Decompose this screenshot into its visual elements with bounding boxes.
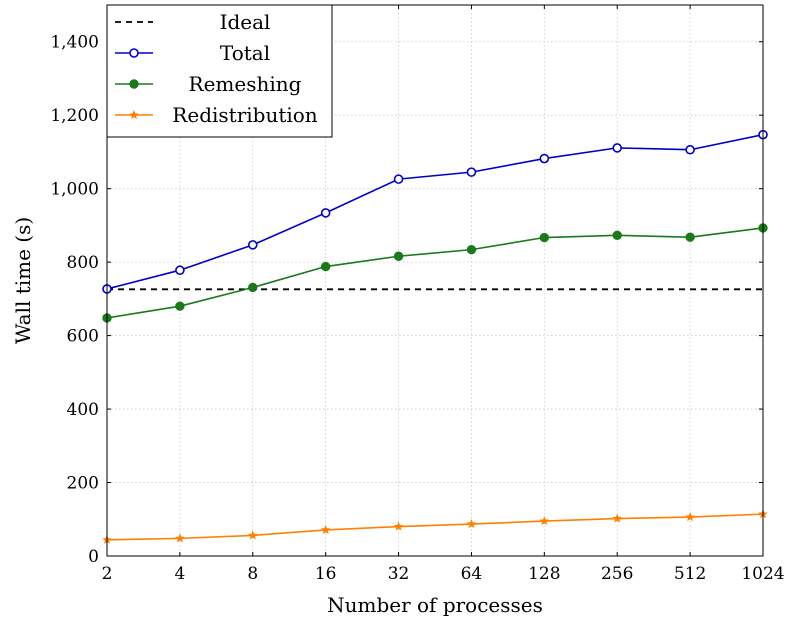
data-point	[612, 230, 622, 241]
legend-label: Total	[220, 41, 270, 65]
data-point	[612, 513, 623, 523]
y-tick-label: 200	[67, 474, 99, 494]
x-tick-label: 8	[247, 564, 258, 584]
x-tick-label: 1024	[741, 564, 784, 584]
data-point	[685, 144, 695, 155]
data-point	[129, 48, 139, 58]
x-tick-label: 64	[461, 564, 483, 584]
series-remeshing	[102, 223, 768, 323]
y-tick-label: 0	[88, 547, 99, 567]
legend-entry-remeshing: Remeshing	[115, 72, 302, 96]
data-point	[393, 174, 404, 184]
legend-label: Ideal	[220, 10, 271, 34]
data-point	[175, 533, 185, 543]
y-axis-label: Wall time (s)	[11, 217, 35, 344]
data-point	[685, 232, 695, 242]
x-tick-label: 256	[601, 564, 633, 584]
plot-frame	[106, 4, 764, 557]
series-line	[106, 227, 764, 319]
data-point	[466, 167, 477, 177]
y-tick-label: 1,200	[50, 106, 99, 126]
data-point	[129, 109, 139, 120]
x-axis-label: Number of processes	[327, 593, 543, 617]
data-point	[539, 516, 550, 526]
y-tick-label: 1,400	[50, 33, 99, 53]
x-tick-label: 512	[674, 564, 706, 584]
data-point	[248, 282, 258, 293]
x-tick-label: 32	[388, 564, 410, 584]
y-tick-label: 400	[67, 400, 99, 420]
data-point	[129, 79, 139, 89]
y-tick-label: 600	[67, 327, 99, 347]
legend-label: Remeshing	[189, 72, 302, 96]
data-point	[175, 265, 185, 276]
x-tick-label: 2	[102, 564, 113, 584]
x-tick-label: 16	[315, 564, 337, 584]
legend-entry-redistribution: Redistribution	[115, 103, 318, 127]
legend-entry-total: Total	[115, 41, 270, 65]
data-point	[685, 512, 695, 522]
series-line	[106, 133, 764, 290]
x-tick-label: 4	[174, 564, 185, 584]
series-line	[106, 513, 764, 541]
data-point	[175, 301, 185, 311]
x-tick-label: 128	[528, 564, 560, 584]
data-point	[320, 524, 331, 534]
data-point	[539, 153, 550, 164]
series-total	[102, 129, 768, 294]
legend-entry-ideal: Ideal	[115, 10, 270, 34]
data-point	[466, 519, 477, 529]
y-tick-label: 800	[67, 253, 99, 273]
ticks-layer	[106, 5, 764, 557]
data-point	[393, 521, 404, 531]
data-point	[466, 244, 477, 255]
data-point	[393, 251, 404, 261]
series-redistribution	[102, 509, 768, 544]
data-point	[612, 143, 623, 153]
y-tick-label: 1,000	[50, 180, 99, 200]
tick-labels: 2 4 8 16 32 64 128 256 512 1024 0 200 400 600 800 1,000…	[50, 33, 784, 584]
data-point	[320, 261, 331, 272]
data-point	[539, 232, 550, 243]
series-layer	[102, 129, 768, 544]
legend-label: Redistribution	[172, 103, 318, 127]
data-point	[247, 530, 258, 540]
legend: Ideal Total Remeshing Redistribution	[106, 4, 333, 138]
data-point	[320, 208, 331, 218]
data-point	[247, 240, 258, 250]
